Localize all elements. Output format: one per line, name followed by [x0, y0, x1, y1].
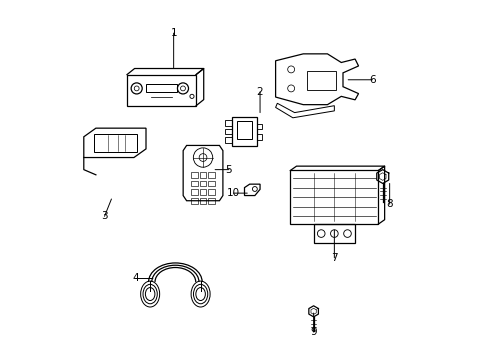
Bar — [190, 189, 198, 195]
Text: 4: 4 — [132, 274, 139, 283]
Bar — [208, 181, 215, 186]
Bar — [208, 172, 215, 177]
Text: 2: 2 — [256, 87, 263, 97]
Bar — [146, 84, 177, 92]
Bar — [190, 181, 198, 186]
Text: 1: 1 — [170, 28, 177, 38]
Bar — [199, 198, 206, 203]
Bar — [231, 117, 257, 146]
Bar — [190, 172, 198, 177]
Bar — [190, 198, 198, 203]
Bar — [199, 189, 206, 195]
Bar — [236, 121, 252, 139]
Text: 7: 7 — [330, 253, 337, 263]
Text: 3: 3 — [101, 211, 108, 221]
Text: 10: 10 — [226, 188, 240, 198]
Bar — [313, 224, 354, 243]
Bar — [199, 172, 206, 177]
Text: 5: 5 — [225, 165, 232, 175]
Bar — [257, 134, 261, 140]
Bar — [225, 120, 231, 126]
Bar — [306, 71, 335, 90]
Bar — [257, 124, 261, 129]
Bar — [208, 189, 215, 195]
Bar — [127, 75, 196, 106]
Bar — [208, 198, 215, 203]
Text: 8: 8 — [386, 199, 392, 209]
Text: 6: 6 — [368, 75, 375, 85]
Bar — [199, 181, 206, 186]
Bar — [225, 129, 231, 134]
Bar — [290, 171, 378, 224]
Text: 9: 9 — [310, 327, 316, 337]
Bar — [225, 138, 231, 143]
